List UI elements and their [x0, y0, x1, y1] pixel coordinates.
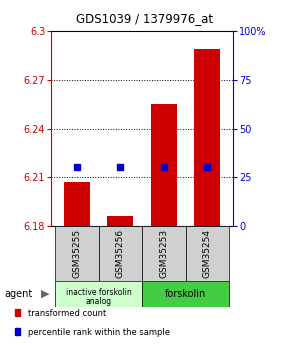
FancyBboxPatch shape — [186, 226, 229, 281]
FancyBboxPatch shape — [55, 226, 99, 281]
Text: inactive forskolin: inactive forskolin — [66, 288, 131, 297]
Text: GSM35255: GSM35255 — [72, 229, 81, 278]
Bar — [151, 104, 177, 226]
FancyBboxPatch shape — [142, 281, 229, 307]
Text: analog: analog — [86, 297, 112, 306]
Text: ▶: ▶ — [41, 289, 49, 299]
Text: GDS1039 / 1379976_at: GDS1039 / 1379976_at — [77, 12, 213, 26]
FancyBboxPatch shape — [99, 226, 142, 281]
Bar — [194, 49, 220, 226]
Text: transformed count: transformed count — [28, 309, 106, 318]
Text: GSM35253: GSM35253 — [159, 229, 168, 278]
FancyBboxPatch shape — [55, 281, 142, 307]
Text: GSM35256: GSM35256 — [116, 229, 125, 278]
Text: GSM35254: GSM35254 — [203, 229, 212, 278]
Text: agent: agent — [4, 289, 32, 299]
Text: forskolin: forskolin — [165, 289, 206, 299]
Bar — [107, 216, 133, 226]
FancyBboxPatch shape — [142, 226, 186, 281]
Bar — [64, 182, 90, 226]
Text: percentile rank within the sample: percentile rank within the sample — [28, 328, 170, 337]
